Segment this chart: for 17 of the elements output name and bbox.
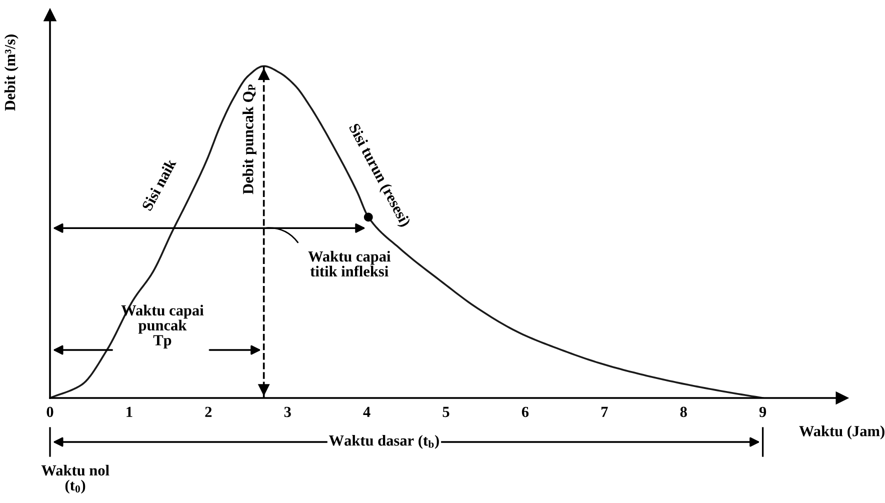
x-tick-label: 2	[205, 406, 212, 417]
x-tick-label: 4	[363, 406, 370, 417]
y-axis-title: Debit (m³/s)	[4, 34, 18, 111]
x-tick-label: 7	[601, 406, 608, 417]
x-tick-label: 9	[759, 406, 766, 418]
x-axis-title: Waktu (Jam)	[799, 426, 884, 440]
x-tick-label: 0	[46, 406, 54, 418]
text: Waktu dasar (t$_{b}$)	[328, 434, 439, 449]
x-tick-label: 6	[522, 406, 529, 418]
x-tick-label: 1	[126, 406, 132, 417]
text: Waktu nol (t$_{0}$)	[41, 464, 110, 494]
x-tick-label: 5	[442, 406, 450, 418]
x-tick-label: 3	[284, 406, 291, 418]
annotation: Sisi naik	[141, 158, 177, 212]
ref-line-label: Debit puncak Q$_{P}$	[242, 84, 256, 194]
x-tick-label: 8	[680, 406, 687, 418]
annotation: Waktu capai titik infleksi	[308, 250, 391, 277]
